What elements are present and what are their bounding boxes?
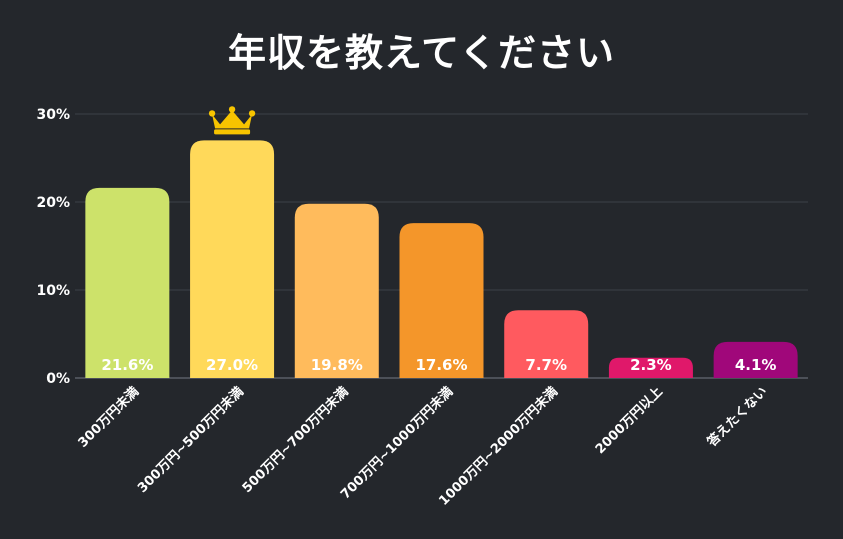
x-category-label: 1000万円~2000万円未満	[436, 384, 561, 509]
bar	[190, 140, 275, 378]
x-category-label: 300万円未満	[75, 384, 142, 451]
bar	[294, 203, 379, 378]
x-category-label: 500万円~700万円未満	[239, 384, 352, 497]
x-category-label: 700万円~1000万円未満	[337, 384, 456, 503]
bar	[504, 310, 589, 378]
y-tick-label: 30%	[36, 107, 70, 123]
y-tick-label: 10%	[36, 283, 70, 299]
bar-value-label: 27.0%	[206, 356, 258, 374]
bar	[85, 187, 170, 378]
bar-value-label: 4.1%	[735, 356, 777, 374]
y-tick-label: 20%	[36, 195, 70, 211]
bar-value-label: 7.7%	[525, 356, 567, 374]
x-category-label: 300万円~500万円未満	[134, 384, 247, 497]
x-category-label: 答えたくない	[704, 384, 770, 450]
bar	[713, 341, 798, 378]
chart-title: 年収を教えてください	[228, 31, 615, 75]
bar-value-label: 19.8%	[311, 356, 363, 374]
bar-value-label: 17.6%	[415, 356, 467, 374]
x-category-label: 2000万円以上	[593, 384, 666, 457]
crown-icon	[208, 106, 256, 135]
y-tick-label: 0%	[46, 371, 70, 387]
bar	[608, 357, 693, 378]
bar	[399, 223, 484, 378]
bar-value-label: 21.6%	[101, 356, 153, 374]
bar-value-label: 2.3%	[630, 356, 672, 374]
